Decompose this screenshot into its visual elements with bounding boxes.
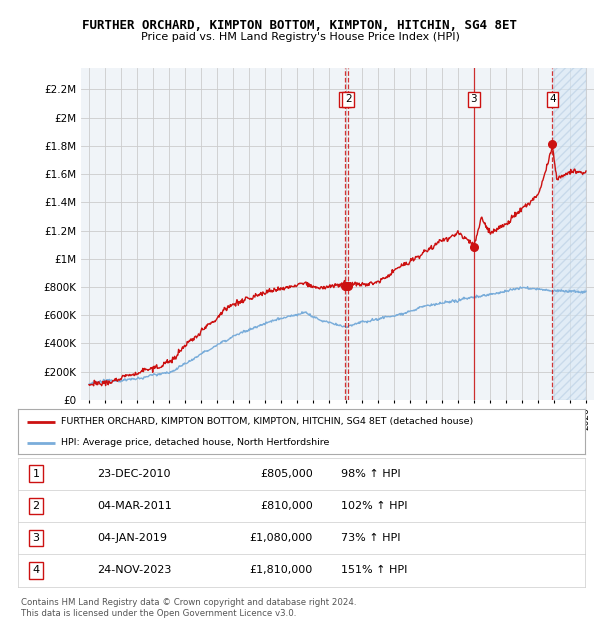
Text: £1,810,000: £1,810,000 — [250, 565, 313, 575]
Text: 151% ↑ HPI: 151% ↑ HPI — [341, 565, 407, 575]
Text: £810,000: £810,000 — [260, 501, 313, 511]
Text: 1: 1 — [342, 94, 349, 104]
Text: 3: 3 — [32, 533, 40, 543]
Text: 3: 3 — [470, 94, 477, 104]
Text: 1: 1 — [32, 469, 40, 479]
Text: Contains HM Land Registry data © Crown copyright and database right 2024.
This d: Contains HM Land Registry data © Crown c… — [21, 598, 356, 618]
Text: 4: 4 — [549, 94, 556, 104]
Text: 04-MAR-2011: 04-MAR-2011 — [97, 501, 172, 511]
Text: £1,080,000: £1,080,000 — [250, 533, 313, 543]
Text: Price paid vs. HM Land Registry's House Price Index (HPI): Price paid vs. HM Land Registry's House … — [140, 32, 460, 42]
Text: 2: 2 — [32, 501, 40, 511]
Text: HPI: Average price, detached house, North Hertfordshire: HPI: Average price, detached house, Nort… — [61, 438, 329, 447]
Text: FURTHER ORCHARD, KIMPTON BOTTOM, KIMPTON, HITCHIN, SG4 8ET: FURTHER ORCHARD, KIMPTON BOTTOM, KIMPTON… — [83, 19, 517, 32]
Text: 23-DEC-2010: 23-DEC-2010 — [97, 469, 171, 479]
Text: 2: 2 — [345, 94, 352, 104]
Text: 4: 4 — [32, 565, 40, 575]
Text: FURTHER ORCHARD, KIMPTON BOTTOM, KIMPTON, HITCHIN, SG4 8ET (detached house): FURTHER ORCHARD, KIMPTON BOTTOM, KIMPTON… — [61, 417, 473, 426]
Text: 24-NOV-2023: 24-NOV-2023 — [97, 565, 172, 575]
Text: 04-JAN-2019: 04-JAN-2019 — [97, 533, 167, 543]
Text: 98% ↑ HPI: 98% ↑ HPI — [341, 469, 401, 479]
Text: 102% ↑ HPI: 102% ↑ HPI — [341, 501, 407, 511]
Text: 73% ↑ HPI: 73% ↑ HPI — [341, 533, 401, 543]
Text: £805,000: £805,000 — [260, 469, 313, 479]
